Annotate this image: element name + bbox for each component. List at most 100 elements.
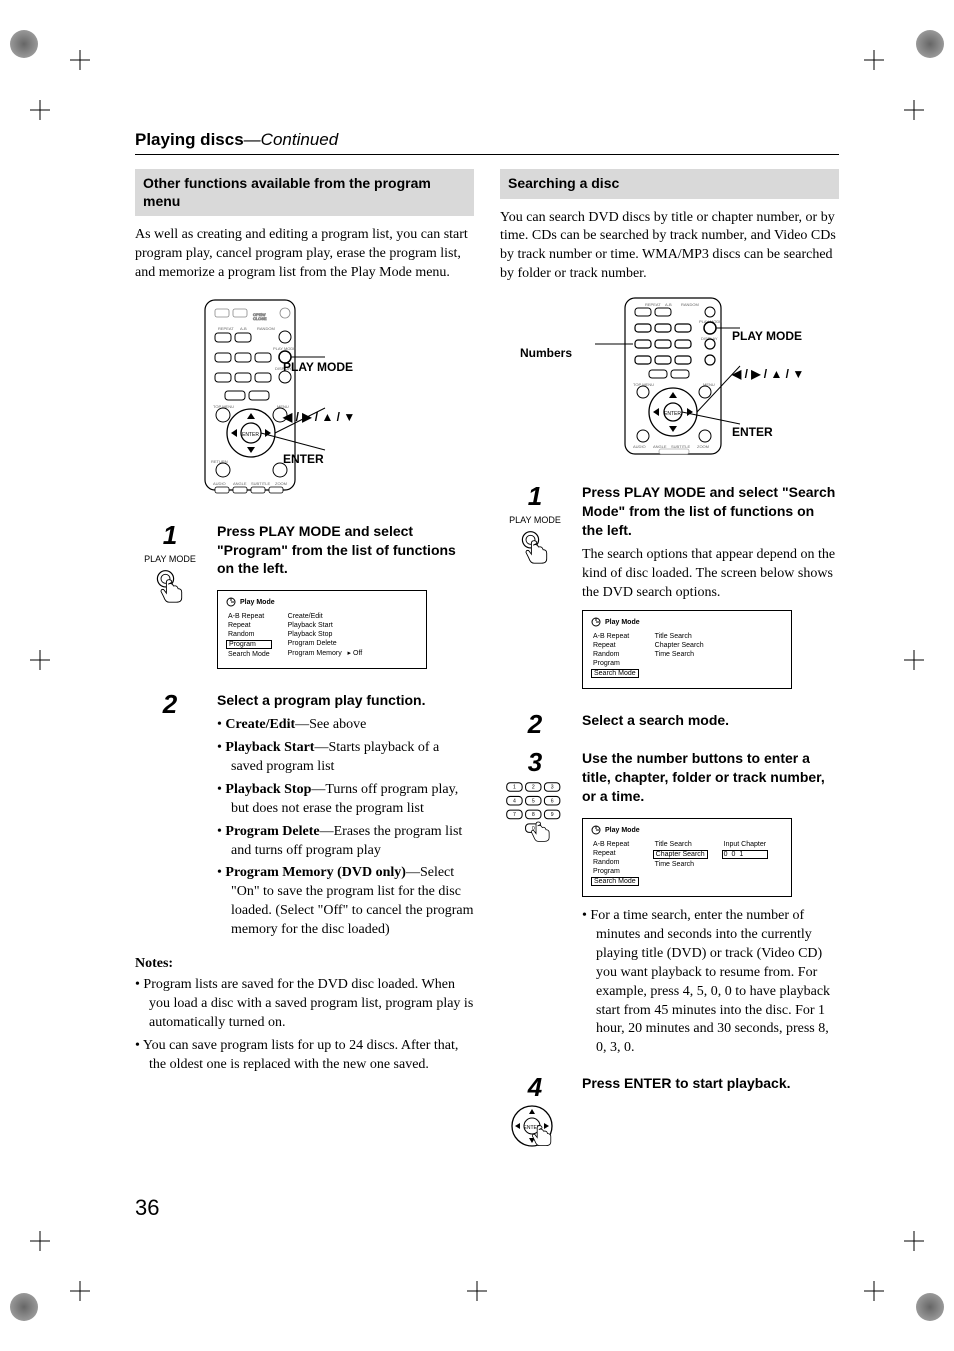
svg-text:A-B: A-B	[240, 326, 247, 331]
svg-text:5: 5	[532, 799, 535, 805]
svg-text:9: 9	[551, 813, 554, 819]
page-title-main: Playing discs	[135, 130, 244, 149]
popup-item: Program	[226, 640, 272, 649]
svg-text:RANDOM: RANDOM	[681, 302, 699, 307]
play-mode-popup: Play Mode A-B RepeatRepeatRandomProgramS…	[582, 610, 792, 689]
press-button-icon	[517, 529, 553, 565]
svg-text:REPEAT: REPEAT	[218, 326, 234, 331]
program-function-item: Create/Edit—See above	[231, 716, 474, 735]
popup-item: Random	[226, 631, 272, 638]
svg-text:2: 2	[532, 785, 535, 791]
program-function-item: Playback Stop—Turns off program play, bu…	[231, 781, 474, 819]
callout-arrows: ◀ / ▶ / ▲ / ▼	[732, 367, 804, 381]
step-heading: Press PLAY MODE and select "Search Mode"…	[582, 483, 839, 540]
step-2-left: 2 Select a program play function. Create…	[135, 691, 474, 944]
popup-item: Repeat	[591, 642, 639, 649]
svg-text:AUDIO: AUDIO	[213, 481, 226, 486]
note-item: Program lists are saved for the DVD disc…	[149, 976, 474, 1033]
note-item: You can save program lists for up to 24 …	[149, 1037, 474, 1075]
step-3-right: 3 1 2 3 4 5 6 7 8 9 0	[500, 749, 839, 1062]
time-search-bullet: For a time search, enter the number of m…	[596, 907, 839, 1058]
step-icon-label: PLAY MODE	[135, 554, 205, 564]
page-number: 36	[135, 1195, 159, 1221]
svg-text:8: 8	[532, 813, 535, 819]
svg-text:ZOOM: ZOOM	[697, 444, 709, 449]
program-function-item: Playback Start—Starts playback of a save…	[231, 739, 474, 777]
popup-item: Chapter Search	[653, 850, 708, 859]
step-4-right: 4 ENTER Press ENTER to start playback.	[500, 1074, 839, 1159]
popup-item: A-B Repeat	[226, 613, 272, 620]
step-number: 2	[500, 711, 570, 737]
popup-item: Search Mode	[226, 651, 272, 658]
svg-text:7: 7	[513, 813, 516, 819]
svg-text:ANGLE: ANGLE	[233, 481, 247, 486]
program-function-item: Program Delete—Erases the program list a…	[231, 823, 474, 861]
popup-title: Play Mode	[605, 827, 640, 834]
play-mode-popup: Play Mode A-B RepeatRepeatRandomProgramS…	[217, 590, 427, 669]
svg-text:3: 3	[551, 785, 554, 791]
step-number: 4	[500, 1074, 570, 1100]
svg-text:6: 6	[551, 799, 554, 805]
step-number: 1	[500, 483, 570, 509]
step-number: 3	[500, 749, 570, 775]
callout-arrows: ◀ / ▶ / ▲ / ▼	[283, 410, 355, 424]
step-number: 2	[135, 691, 205, 717]
step-icon-label: PLAY MODE	[500, 515, 570, 525]
popup-item: Playback Stop	[286, 631, 365, 638]
page-title: Playing discs—Continued	[135, 130, 839, 155]
popup-item: Time Search	[653, 651, 706, 658]
left-intro-paragraph: As well as creating and editing a progra…	[135, 226, 474, 283]
svg-text:SUBTITLE: SUBTITLE	[671, 444, 690, 449]
svg-text:SUBTITLE: SUBTITLE	[251, 481, 270, 486]
page-title-continued: —Continued	[244, 130, 339, 149]
callout-enter: ENTER	[732, 425, 773, 439]
popup-item: Chapter Search	[653, 642, 706, 649]
press-button-icon	[152, 568, 188, 604]
popup-item: Repeat	[226, 622, 272, 629]
popup-item: Program Delete	[286, 640, 365, 647]
svg-text:4: 4	[513, 799, 516, 805]
callout-play-mode: PLAY MODE	[283, 360, 353, 374]
time-search-note: For a time search, enter the number of m…	[582, 907, 839, 1058]
remote-figure-left: OPEN/ CLOSE REPEAT A-B RANDOM PLAY MODE …	[135, 295, 474, 500]
popup-input-value: 0 0 1	[722, 850, 768, 859]
svg-text:PLAY MODE: PLAY MODE	[273, 346, 296, 351]
popup-item: Program	[591, 868, 639, 875]
notes-heading: Notes:	[135, 956, 474, 972]
left-column: Other functions available from the progr…	[135, 169, 474, 1171]
step-heading: Select a program play function.	[217, 691, 474, 710]
step-heading: Press PLAY MODE and select "Program" fro…	[217, 522, 474, 579]
step-1-left: 1 PLAY MODE Press PLAY MODE and select "…	[135, 522, 474, 680]
program-function-item: Program Memory (DVD only)—Select "On" to…	[231, 864, 474, 940]
popup-item: Title Search	[653, 841, 708, 848]
popup-item: Search Mode	[591, 669, 639, 678]
notes-list: Program lists are saved for the DVD disc…	[135, 976, 474, 1074]
popup-item: Title Search	[653, 633, 706, 640]
svg-text:ENTER: ENTER	[664, 411, 681, 417]
step-heading: Select a search mode.	[582, 711, 839, 730]
svg-text:1: 1	[513, 785, 516, 791]
program-functions-list: Create/Edit—See above Playback Start—Star…	[217, 716, 474, 940]
popup-item: Playback Start	[286, 622, 365, 629]
right-column: Searching a disc You can search DVD disc…	[500, 169, 839, 1171]
press-enter-icon: ENTER	[510, 1104, 560, 1154]
svg-text:ENTER: ENTER	[242, 432, 259, 438]
right-intro-paragraph: You can search DVD discs by title or cha…	[500, 209, 839, 285]
remote-figure-right: REPEAT A-B RANDOM PLAY MODE DISPLAY	[500, 296, 839, 461]
number-pad-icon: 1 2 3 4 5 6 7 8 9 0	[505, 781, 565, 850]
callout-numbers: Numbers	[520, 346, 572, 360]
popup-title: Play Mode	[605, 619, 640, 626]
svg-text:A-B: A-B	[665, 302, 672, 307]
svg-text:AUDIO: AUDIO	[633, 444, 646, 449]
popup-item: A-B Repeat	[591, 841, 639, 848]
popup-item: Repeat	[591, 850, 639, 857]
section-heading-searching: Searching a disc	[500, 169, 839, 199]
popup-item: Random	[591, 651, 639, 658]
step-number: 1	[135, 522, 205, 548]
step-1-right: 1 PLAY MODE Press PLAY MODE and select "…	[500, 483, 839, 699]
popup-input-label: Input Chapter	[722, 841, 768, 848]
callout-enter: ENTER	[283, 452, 324, 466]
popup-item: Search Mode	[591, 877, 639, 886]
svg-text:RANDOM: RANDOM	[257, 326, 275, 331]
popup-item: Random	[591, 859, 639, 866]
